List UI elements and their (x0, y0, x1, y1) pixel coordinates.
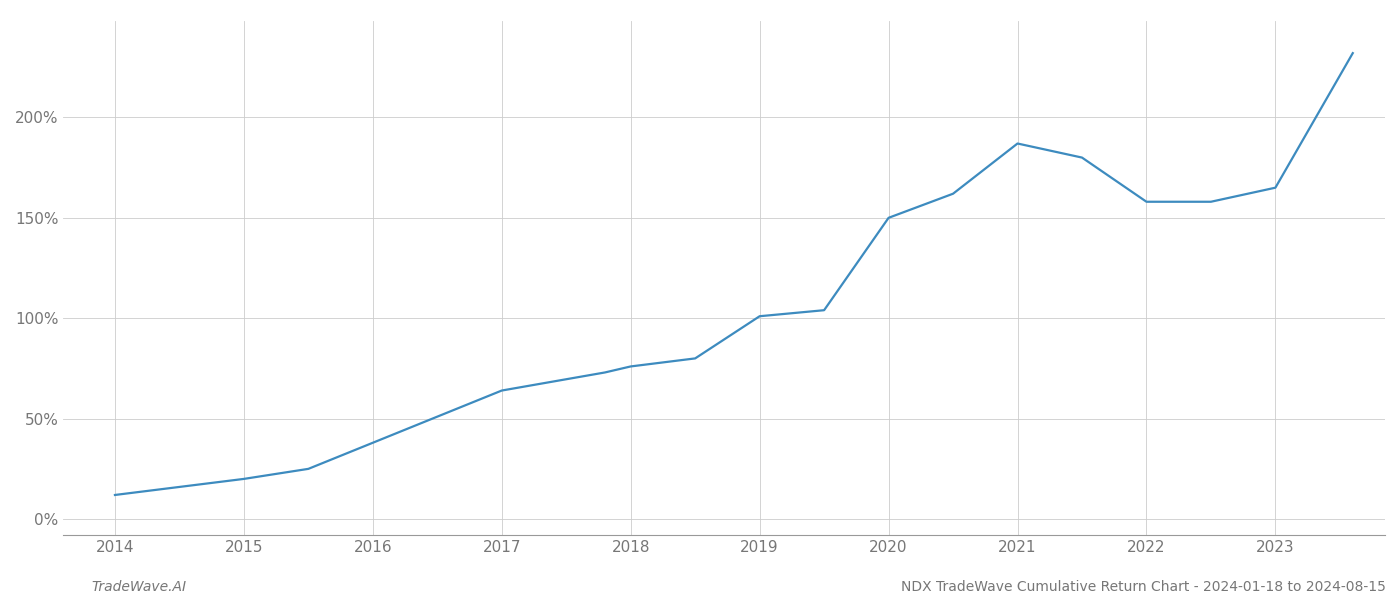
Text: TradeWave.AI: TradeWave.AI (91, 580, 186, 594)
Text: NDX TradeWave Cumulative Return Chart - 2024-01-18 to 2024-08-15: NDX TradeWave Cumulative Return Chart - … (902, 580, 1386, 594)
